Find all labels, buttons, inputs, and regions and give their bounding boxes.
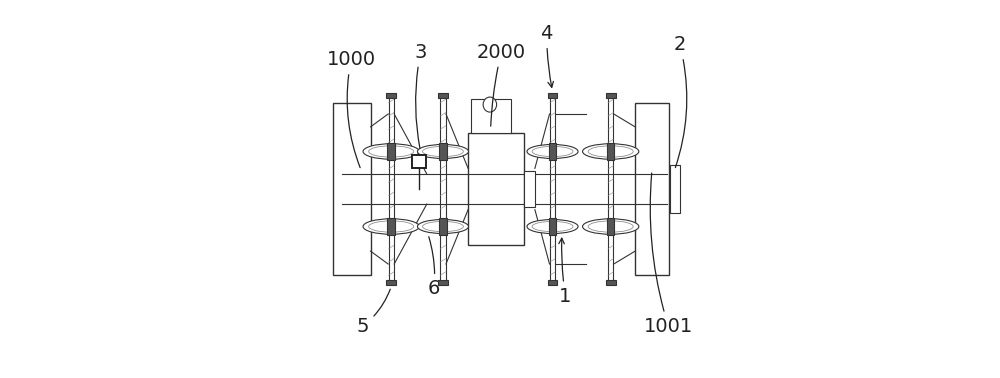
Ellipse shape (583, 219, 639, 234)
FancyBboxPatch shape (439, 218, 447, 235)
FancyBboxPatch shape (635, 103, 669, 275)
Ellipse shape (588, 146, 633, 157)
FancyBboxPatch shape (387, 143, 395, 160)
FancyBboxPatch shape (471, 99, 511, 133)
FancyBboxPatch shape (549, 218, 556, 235)
FancyBboxPatch shape (468, 133, 524, 245)
Text: 1: 1 (559, 238, 572, 305)
FancyBboxPatch shape (548, 280, 557, 285)
Ellipse shape (369, 146, 414, 157)
Text: 2: 2 (674, 35, 687, 167)
FancyBboxPatch shape (606, 93, 616, 98)
FancyBboxPatch shape (606, 280, 616, 285)
FancyBboxPatch shape (670, 164, 680, 214)
Text: 3: 3 (414, 43, 427, 149)
Ellipse shape (532, 146, 573, 156)
FancyBboxPatch shape (386, 280, 396, 285)
Ellipse shape (583, 144, 639, 159)
Text: 2000: 2000 (477, 43, 526, 126)
FancyBboxPatch shape (548, 93, 557, 98)
Ellipse shape (423, 146, 463, 156)
Text: 6: 6 (428, 237, 440, 298)
Ellipse shape (363, 144, 419, 159)
Text: 1000: 1000 (327, 50, 376, 168)
Ellipse shape (532, 222, 573, 232)
Ellipse shape (527, 144, 578, 158)
Ellipse shape (527, 220, 578, 234)
Text: 1001: 1001 (644, 173, 693, 336)
FancyBboxPatch shape (412, 155, 426, 168)
FancyBboxPatch shape (386, 93, 396, 98)
FancyBboxPatch shape (607, 218, 614, 235)
Text: 4: 4 (541, 24, 553, 87)
FancyBboxPatch shape (333, 103, 371, 275)
FancyBboxPatch shape (438, 280, 448, 285)
Ellipse shape (417, 220, 468, 234)
FancyBboxPatch shape (387, 218, 395, 235)
FancyBboxPatch shape (607, 143, 614, 160)
Ellipse shape (588, 221, 633, 232)
Ellipse shape (363, 219, 419, 234)
Text: 5: 5 (357, 289, 390, 336)
FancyBboxPatch shape (438, 93, 448, 98)
FancyBboxPatch shape (524, 171, 535, 207)
FancyBboxPatch shape (439, 143, 447, 160)
Ellipse shape (369, 221, 414, 232)
Ellipse shape (417, 144, 468, 158)
Ellipse shape (423, 222, 463, 232)
Ellipse shape (483, 97, 497, 112)
FancyBboxPatch shape (549, 143, 556, 160)
